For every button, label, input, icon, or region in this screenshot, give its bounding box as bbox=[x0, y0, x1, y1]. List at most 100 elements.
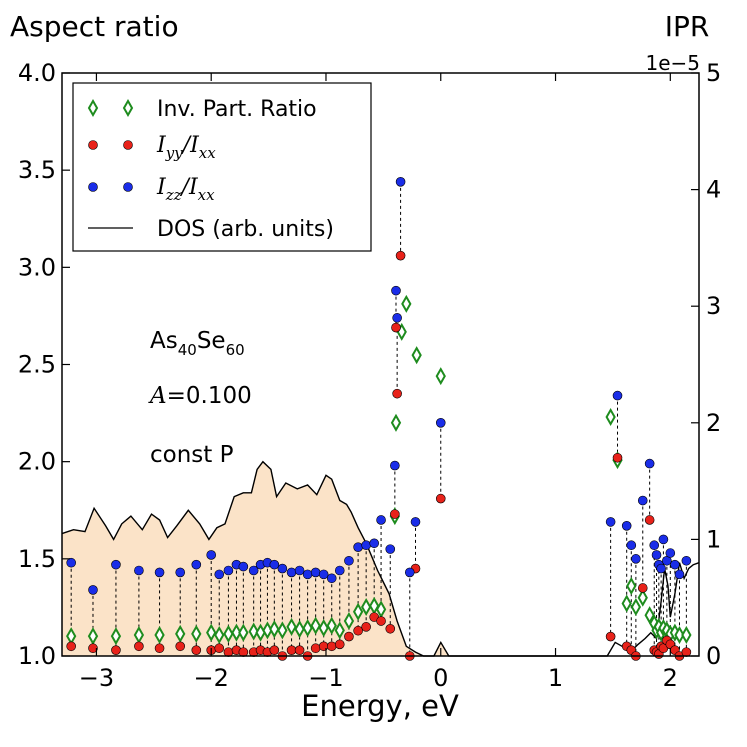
legend-izz-i1: I bbox=[156, 175, 167, 200]
dos-layer bbox=[61, 460, 700, 657]
iyy-point-6 bbox=[191, 645, 202, 655]
iyy-point-8 bbox=[214, 643, 225, 654]
ipr-point-22 bbox=[326, 616, 337, 635]
izz-point-0 bbox=[66, 557, 76, 568]
izz-point-50 bbox=[665, 548, 676, 558]
izz-point-21 bbox=[318, 569, 329, 580]
legend-iyy-i1: I bbox=[156, 133, 167, 158]
ipr-point-15 bbox=[269, 620, 280, 639]
iyy-point-1 bbox=[88, 643, 98, 654]
legend-iyy-i2: I bbox=[189, 133, 200, 158]
ipr-point-9 bbox=[223, 624, 234, 643]
izz-point-1 bbox=[88, 585, 98, 595]
iyy-point-18 bbox=[294, 645, 305, 655]
material-as: As bbox=[150, 328, 178, 354]
iyy-point-3 bbox=[134, 641, 144, 652]
legend-iyy-marker-2 bbox=[123, 140, 133, 150]
iyy-point-21 bbox=[318, 641, 329, 652]
izz-point-32 bbox=[392, 313, 402, 323]
y-left-tick-label-1: 1.5 bbox=[18, 545, 56, 573]
iyy-point-29 bbox=[385, 623, 396, 634]
legend-iyy-slash: / bbox=[181, 133, 193, 158]
izz-point-5 bbox=[175, 567, 186, 578]
y-right-tick-label-5: 5 bbox=[706, 59, 721, 87]
izz-point-39 bbox=[621, 520, 632, 531]
right-axis-title: IPR bbox=[665, 10, 710, 43]
izz-point-44 bbox=[649, 540, 660, 551]
ipr-point-19 bbox=[302, 619, 313, 638]
ipr-point-38 bbox=[626, 577, 637, 596]
legend-iyy-sub: yy bbox=[165, 144, 183, 162]
iyy-point-38 bbox=[612, 452, 623, 463]
ipr-point-23 bbox=[334, 621, 345, 640]
marker-layer bbox=[66, 177, 692, 661]
ipr-point-21 bbox=[318, 619, 329, 638]
y-right-tick-label-0: 0 bbox=[706, 642, 721, 670]
iyy-point-28 bbox=[376, 616, 386, 626]
izz-point-7 bbox=[206, 550, 217, 560]
ipr-point-8 bbox=[214, 625, 225, 645]
ipr-point-12 bbox=[248, 622, 259, 641]
izz-point-36 bbox=[435, 417, 446, 428]
izz-point-31 bbox=[391, 285, 401, 296]
y-left-tick-label-3: 2.5 bbox=[18, 351, 56, 379]
right-axis-multiplier: 1e−5 bbox=[645, 51, 700, 75]
izz-point-11 bbox=[238, 561, 249, 572]
legend-ipr-label: Inv. Part. Ratio bbox=[157, 97, 317, 122]
izz-point-22 bbox=[326, 573, 337, 584]
izz-point-28 bbox=[376, 515, 386, 525]
legend: Inv. Part. Ratio Iyy/Ixx Izz/Ixx DOS (ar… bbox=[72, 82, 372, 252]
ipr-point-40 bbox=[637, 588, 648, 607]
dos-fill bbox=[62, 461, 449, 656]
legend-iyy-label: Iyy/Ixx bbox=[156, 133, 216, 162]
y-left-tick-label-0: 1.0 bbox=[18, 642, 56, 670]
izz-point-33 bbox=[395, 177, 406, 187]
legend-iyy-marker-1 bbox=[88, 140, 98, 150]
iyy-point-43 bbox=[644, 515, 655, 525]
iyy-point-24 bbox=[344, 631, 354, 642]
izz-point-41 bbox=[631, 554, 641, 564]
material-se: Se bbox=[197, 328, 226, 354]
izz-point-43 bbox=[644, 458, 655, 469]
legend-dos-label: DOS (arb. units) bbox=[157, 217, 334, 242]
ipr-point-34 bbox=[435, 367, 446, 386]
izz-point-17 bbox=[286, 567, 297, 578]
param-value: =0.100 bbox=[167, 383, 252, 409]
left-axis-title: Aspect ratio bbox=[10, 10, 179, 43]
x-tick-label-2: −1 bbox=[308, 664, 343, 692]
ipr-point-50 bbox=[674, 625, 685, 645]
ipr-point-24 bbox=[343, 612, 355, 631]
izz-point-15 bbox=[269, 559, 280, 570]
ipr-point-25 bbox=[352, 602, 364, 621]
ipr-point-33 bbox=[411, 346, 422, 365]
izz-point-34 bbox=[404, 567, 415, 578]
y-right-tick-label-1: 1 bbox=[706, 525, 721, 553]
izz-point-4 bbox=[154, 567, 165, 578]
iyy-point-37 bbox=[605, 631, 616, 642]
izz-point-23 bbox=[334, 565, 345, 576]
ipr-point-18 bbox=[294, 620, 305, 639]
x-tick-label-5: 2 bbox=[663, 664, 678, 692]
iyy-point-4 bbox=[154, 643, 165, 654]
iyy-point-36 bbox=[435, 493, 446, 504]
material-sub-60: 60 bbox=[226, 341, 245, 359]
y-right-tick-label-2: 2 bbox=[706, 409, 721, 437]
ipr-point-20 bbox=[310, 616, 321, 635]
ipr-point-39 bbox=[630, 598, 642, 617]
legend-izz-xx: xx bbox=[198, 186, 215, 204]
izz-point-12 bbox=[248, 565, 259, 576]
izz-point-18 bbox=[294, 565, 305, 576]
iyy-point-25 bbox=[353, 625, 363, 636]
izz-point-25 bbox=[353, 542, 363, 552]
condition-annotation: const P bbox=[150, 442, 234, 468]
ipr-point-37 bbox=[621, 594, 632, 613]
x-axis-label: Energy, eV bbox=[301, 689, 459, 723]
iyy-point-17 bbox=[286, 645, 297, 655]
material-sub-40: 40 bbox=[178, 341, 197, 359]
ipr-point-35 bbox=[605, 407, 616, 426]
izz-point-45 bbox=[651, 550, 662, 560]
legend-izz-label: Izz/Ixx bbox=[156, 175, 215, 204]
y-right-tick-label-3: 3 bbox=[706, 292, 721, 320]
ipr-point-1 bbox=[87, 627, 99, 646]
izz-point-52 bbox=[674, 569, 685, 580]
